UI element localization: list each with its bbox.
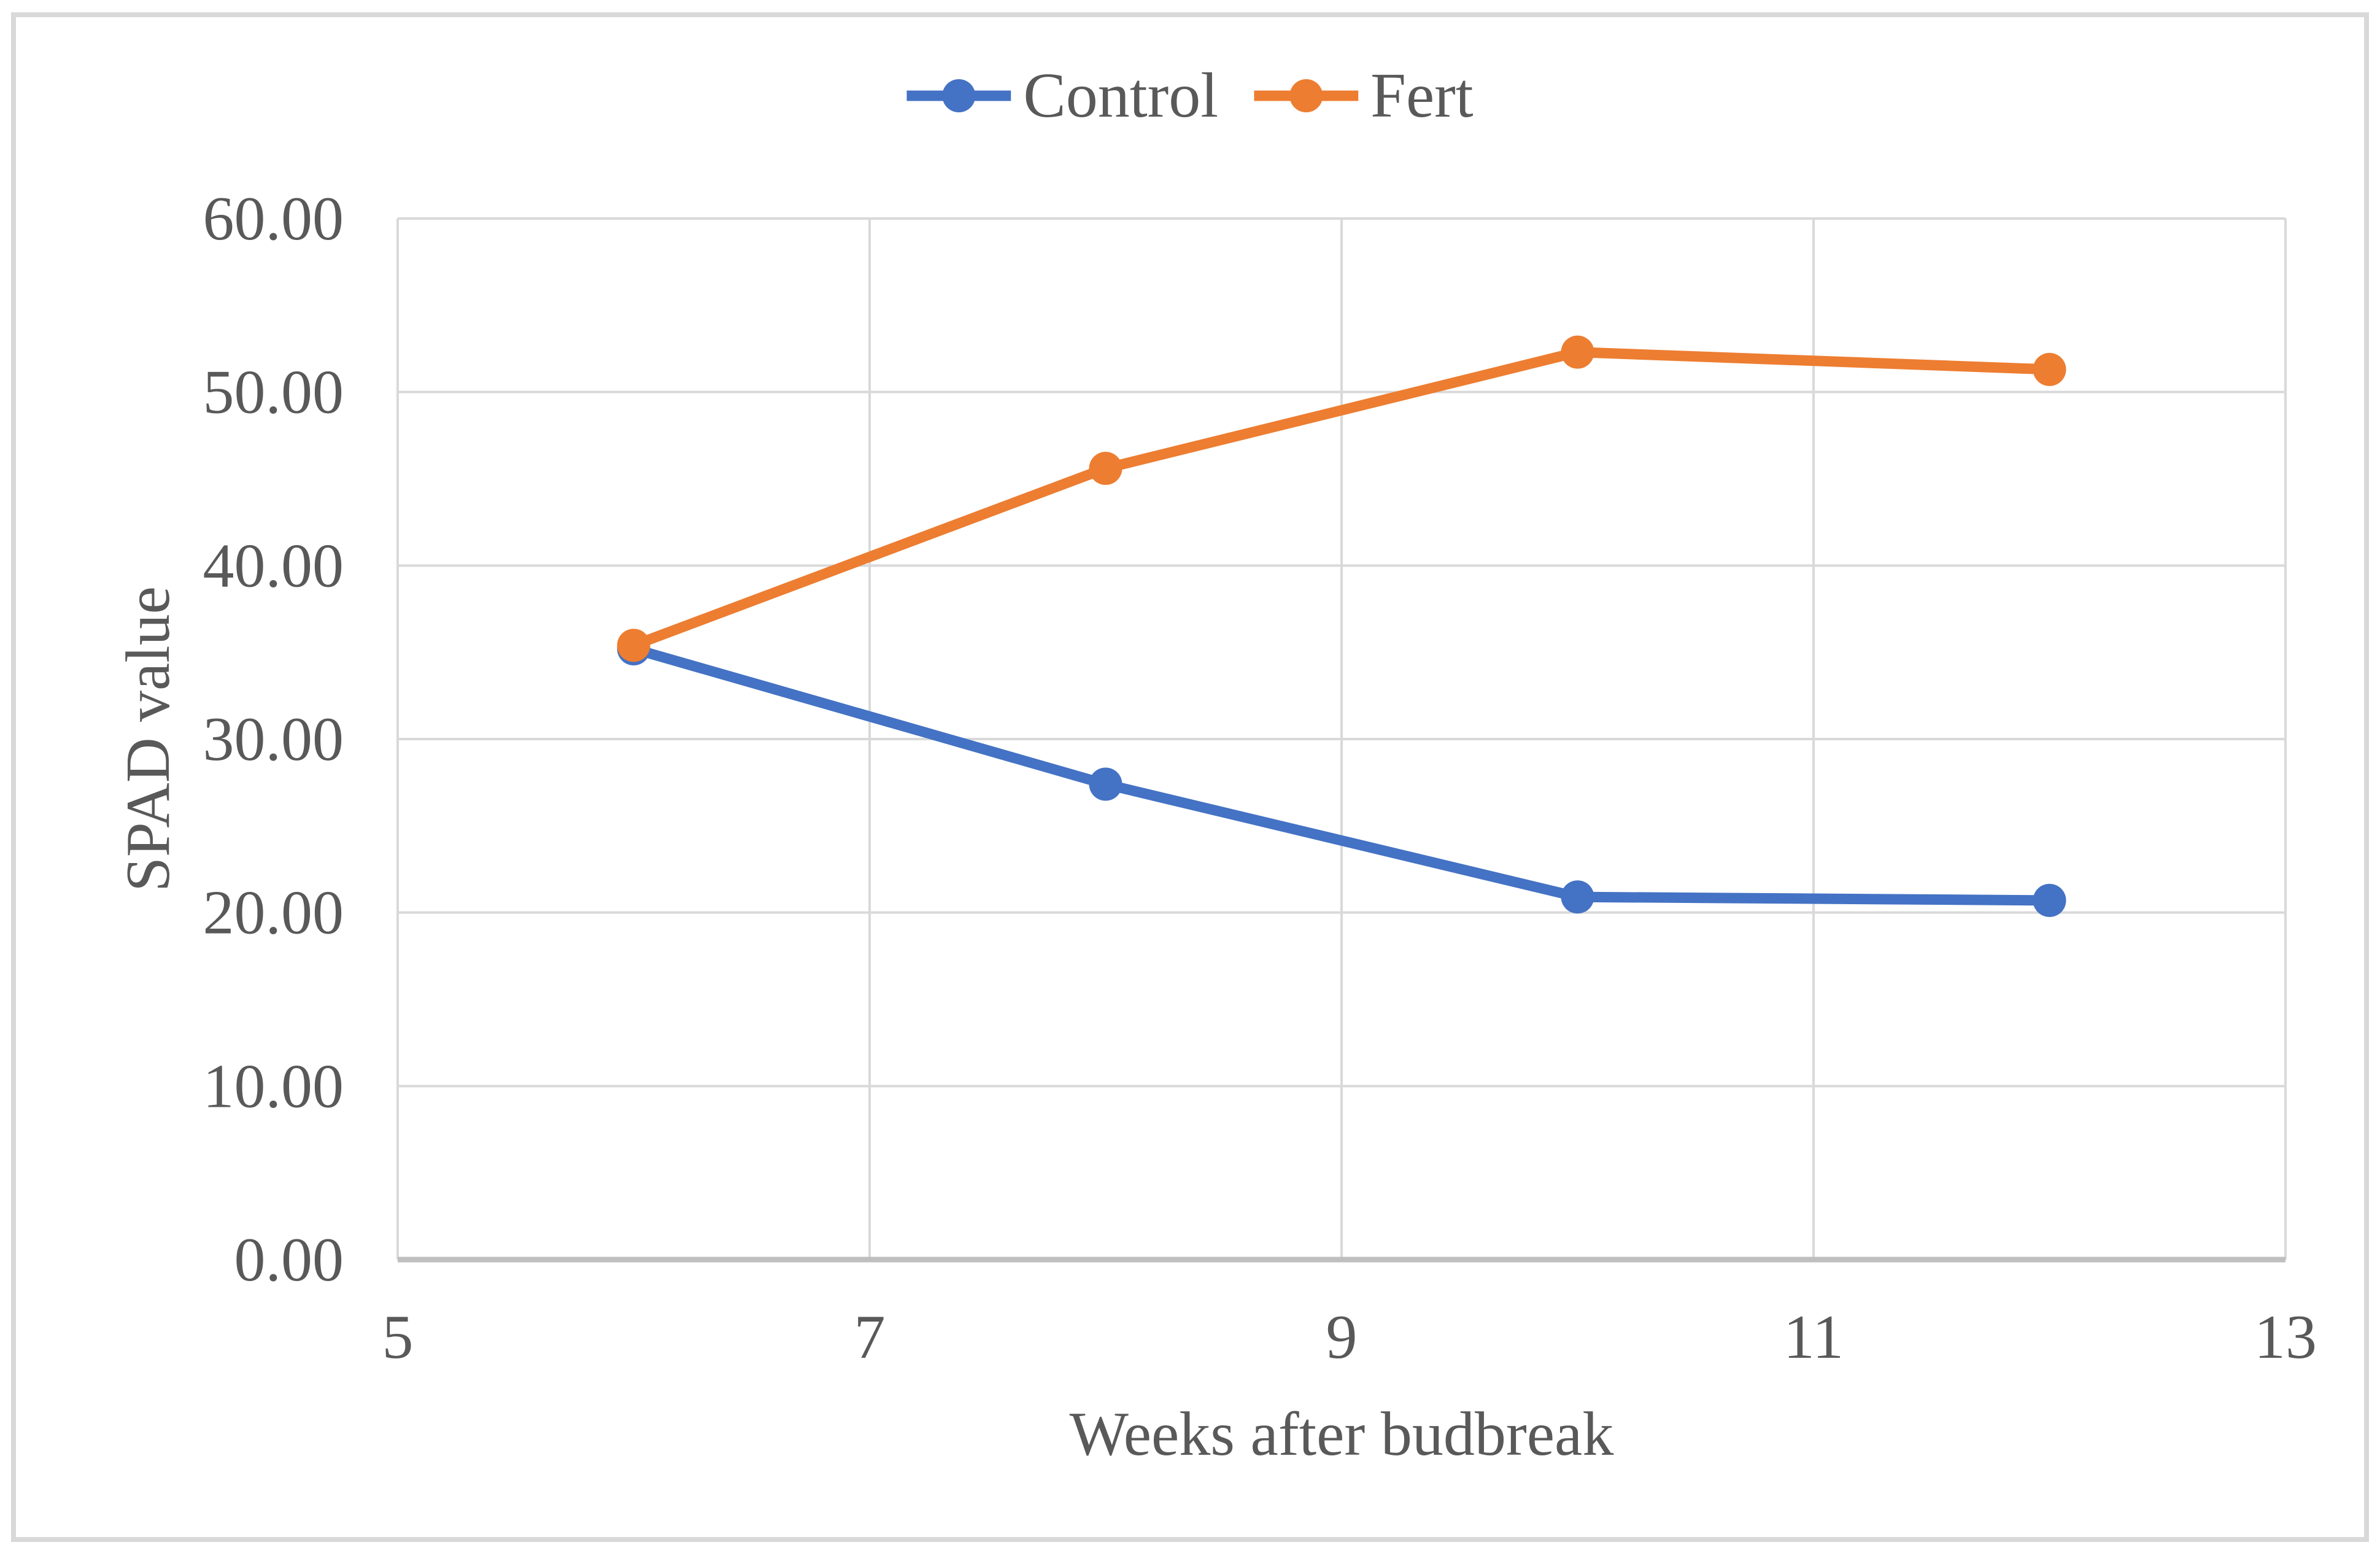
y-tick-label: 20.00 [203, 878, 344, 948]
y-axis-title: SPAD value [114, 586, 183, 892]
y-tick-label: 30.00 [203, 705, 344, 774]
y-tick-label: 0.00 [234, 1225, 344, 1295]
data-point-control [1089, 767, 1122, 801]
x-tick-label: 9 [1326, 1303, 1358, 1372]
fert-line-marker-icon [1254, 79, 1359, 112]
data-point-fert [2033, 352, 2066, 386]
y-tick-label: 60.00 [203, 184, 344, 254]
y-tick-label: 10.00 [203, 1051, 344, 1121]
series-markers [617, 335, 2066, 917]
axes [396, 219, 2285, 1263]
data-point-fert [617, 629, 651, 662]
data-point-control [2033, 883, 2066, 917]
x-tick-label: 13 [2254, 1303, 2317, 1372]
legend-label-control: Control [1023, 60, 1219, 131]
x-tick-label: 11 [1783, 1303, 1844, 1372]
x-tick-label: 5 [382, 1303, 414, 1372]
series-line-control [632, 643, 2050, 906]
data-point-control [1561, 880, 1594, 914]
y-axis-tick-labels: 0.00 10.00 20.00 30.00 40.00 50.00 60.00 [203, 184, 344, 1295]
x-tick-label: 7 [854, 1303, 886, 1372]
legend-item-control: Control [906, 64, 1218, 128]
data-point-fert [1561, 335, 1594, 369]
control-line-marker-icon [906, 79, 1011, 112]
y-tick-label: 40.00 [203, 531, 344, 600]
x-axis-title: Weeks after budbreak [1069, 1400, 1614, 1469]
figure-border [11, 12, 2369, 1542]
gridlines [398, 217, 2287, 1260]
legend: Control Fert [906, 64, 1474, 128]
legend-label-fert: Fert [1370, 60, 1474, 131]
series-lines [632, 347, 2050, 906]
data-point-fert [1089, 452, 1122, 486]
y-tick-label: 50.00 [203, 358, 344, 427]
x-axis-tick-labels: 5 7 9 11 13 [382, 1303, 2317, 1372]
legend-item-fert: Fert [1254, 64, 1474, 128]
series-line-fert [632, 347, 2050, 651]
